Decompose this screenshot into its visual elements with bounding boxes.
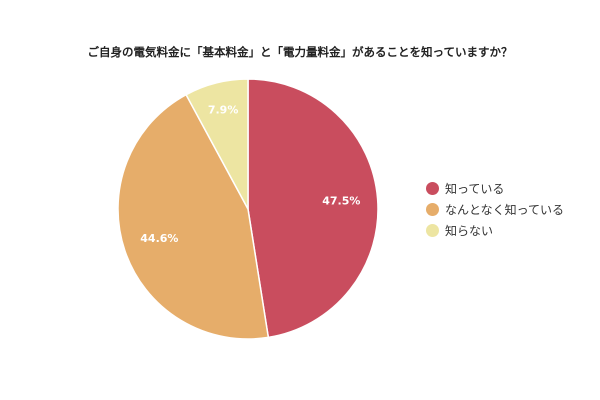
legend-item-known: 知っている: [426, 178, 564, 199]
legend-item-unknown: 知らない: [426, 220, 564, 241]
legend-label-somewhat-known: なんとなく知っている: [445, 203, 565, 217]
legend: 知っている なんとなく知っている 知らない: [426, 178, 564, 241]
legend-swatch-somewhat-known: [426, 203, 439, 216]
pie-slice-somewhat-known: [117, 93, 270, 340]
slice-label-known: 47.5%: [322, 195, 360, 208]
chart-title: ご自身の電気料金に「基本料金」と「電力量料金」があることを知っていますか？: [87, 45, 513, 59]
legend-swatch-unknown: [426, 224, 439, 237]
legend-label-known: 知っている: [445, 182, 505, 196]
slice-label-somewhat-known: 44.6%: [140, 232, 178, 245]
slice-label-unknown: 7.9%: [208, 104, 239, 117]
pie-slice-unknown: [185, 78, 249, 210]
legend-item-somewhat-known: なんとなく知っている: [426, 199, 564, 220]
legend-swatch-known: [426, 182, 439, 195]
pie-slice-known: [247, 78, 379, 339]
legend-label-unknown: 知らない: [445, 224, 494, 238]
